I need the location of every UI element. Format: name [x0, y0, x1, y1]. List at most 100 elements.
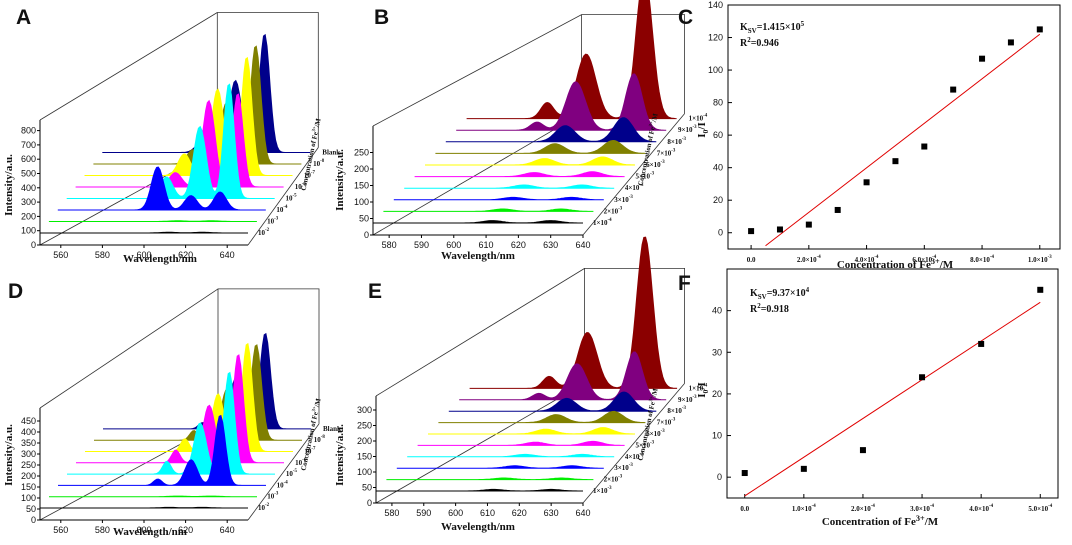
ksv-annotation-C: KSV=1.415×105 [740, 20, 805, 35]
x-tick-label-D: 620 [178, 525, 193, 535]
z-label-E: 1×10-3 [593, 486, 612, 495]
z-label-A: 10-4 [276, 205, 288, 214]
z-label-E: 3×10-3 [614, 463, 633, 472]
x-tick-label-F: 4.0×10-4 [969, 504, 993, 513]
depth-edge-E [375, 268, 585, 397]
y-title-i: I [696, 133, 708, 137]
x-tick-label-A: 560 [53, 250, 68, 260]
z-label-E-exp: -3 [618, 475, 623, 480]
z-label-B-base: 2×10 [604, 207, 619, 215]
z-label-B-base: 4×10 [625, 184, 640, 192]
series-B-s4 [404, 184, 615, 189]
x-tick-label-F-exp: -4 [1048, 504, 1053, 509]
data-point-C [1007, 39, 1014, 46]
depth-edge-B [372, 14, 582, 127]
floor-right-D [247, 423, 320, 521]
y-tick-label-F: 40 [712, 306, 722, 316]
z-label-E: 8×10-3 [667, 406, 686, 415]
panel-label-B: B [374, 6, 389, 29]
y-tick-label-E: 100 [357, 467, 372, 477]
z-label-E-exp: -3 [608, 486, 613, 491]
z-label-E-base: 8×10 [667, 407, 682, 415]
x-tick-label-E: 630 [544, 508, 559, 518]
x-tick-label-C: 4.0×10-4 [855, 255, 879, 264]
x-title-part: Concentration of Fe [822, 516, 916, 528]
z-label-D-base: 10 [314, 436, 322, 444]
x-tick-label-F-base: 2.0×10 [851, 505, 871, 513]
series-D-s2 [49, 495, 257, 498]
z-label-E-exp: -3 [671, 418, 676, 423]
z-label-B-base: 7×10 [657, 149, 672, 157]
z-label-B-exp: -3 [692, 125, 697, 130]
r2-annotation-F: R2=0.918 [750, 302, 789, 315]
z-label-E-exp: -4 [703, 383, 708, 388]
r2-r: R [740, 38, 748, 49]
series-B-s9 [456, 73, 667, 131]
x-title-sup: 3+ [916, 514, 925, 523]
z-label-B-base: 1×10 [593, 219, 608, 227]
series-E-s5 [417, 440, 625, 446]
waterfall-panel-B: 580 590 600 610 620 630 640 0 50 100 150 200 250 1×10… [334, 0, 708, 262]
x-tick-label-F: 2.0×10-4 [851, 504, 875, 513]
data-point-F [741, 470, 748, 477]
data-point-C [748, 228, 755, 235]
z-label-D-exp: -4 [284, 480, 289, 485]
y-tick-label-F: 10 [712, 431, 722, 441]
z-label-E-base: 5×10 [635, 441, 650, 449]
back-panel-D [217, 288, 320, 424]
z-label-E-base: 9×10 [678, 396, 693, 404]
x-axis-title-E: Wavelength/nm [441, 521, 515, 533]
series-A-s2 [48, 220, 257, 222]
z-label-D: 10-8 [314, 435, 326, 444]
y-tick-label-D: 200 [21, 471, 36, 481]
r2-sup: 2 [747, 36, 751, 44]
x-tick-label-E: 590 [416, 508, 431, 518]
z-label-A: 10-6 [295, 182, 307, 191]
waterfall-panel-D: 560 580 600 620 640 0501001502002503003504004… [3, 280, 341, 538]
x-tick-label-A: 580 [95, 250, 110, 260]
z-title-sup: 3+ [312, 406, 318, 412]
y-tick-label-D: 250 [21, 460, 36, 470]
z-label-A-base: 10 [267, 218, 275, 226]
x-tick-label-B: 590 [414, 240, 429, 250]
y-tick-label-B: 0 [364, 230, 369, 240]
x-tick-label-C-exp: -4 [874, 255, 879, 260]
y-tick-label-D: 400 [21, 427, 36, 437]
series-A-s3 [57, 166, 266, 211]
ksv-sub: SV [748, 27, 757, 35]
z-label-A: 10-3 [267, 217, 279, 226]
fit-line-C [765, 33, 1041, 247]
series-B-s3 [393, 196, 604, 201]
y-axis-title-A: Intensity/a.u. [3, 154, 15, 216]
z-label-B-base: 9×10 [678, 126, 693, 134]
z-title-end: /M [650, 387, 660, 398]
x-tick-label-C-base: 6.0×10 [912, 256, 932, 264]
x-tick-label-F-exp: -4 [812, 504, 817, 509]
panel-label-D: D [8, 280, 23, 303]
y-tick-label-F: 0 [717, 472, 722, 482]
x-tick-label-C-base: 0.0 [747, 256, 756, 264]
y-tick-label-A: 500 [21, 169, 36, 179]
x-tick-label-F: 0.0 [740, 505, 749, 513]
z-label-A-base: 10 [313, 160, 321, 168]
ksv-val: =9.37×10 [767, 288, 806, 299]
z-label-A-base: Blank [322, 149, 340, 157]
series-B-s2 [383, 208, 594, 212]
z-label-A-base: 10 [276, 206, 284, 214]
z-label-A-exp: -7 [311, 171, 316, 176]
x-tick-label-E: 580 [384, 508, 399, 518]
x-tick-label-C: 1.0×10-3 [1028, 255, 1052, 264]
z-label-E-exp: -3 [682, 406, 687, 411]
data-point-C [805, 221, 812, 228]
x-tick-label-F: 1.0×10-4 [792, 504, 816, 513]
x-tick-label-A: 620 [178, 250, 193, 260]
ksv-sub: SV [758, 293, 767, 301]
y-tick-label-C: 20 [713, 195, 723, 205]
z-label-B-exp: -4 [703, 114, 708, 119]
z-label-E: 1×10-4 [689, 383, 708, 392]
data-point-C [1036, 26, 1043, 33]
z-label-D-base: 10 [267, 493, 275, 501]
y-axis-title-F: I0/I [696, 382, 710, 397]
z-label-D-exp: -8 [321, 435, 326, 440]
